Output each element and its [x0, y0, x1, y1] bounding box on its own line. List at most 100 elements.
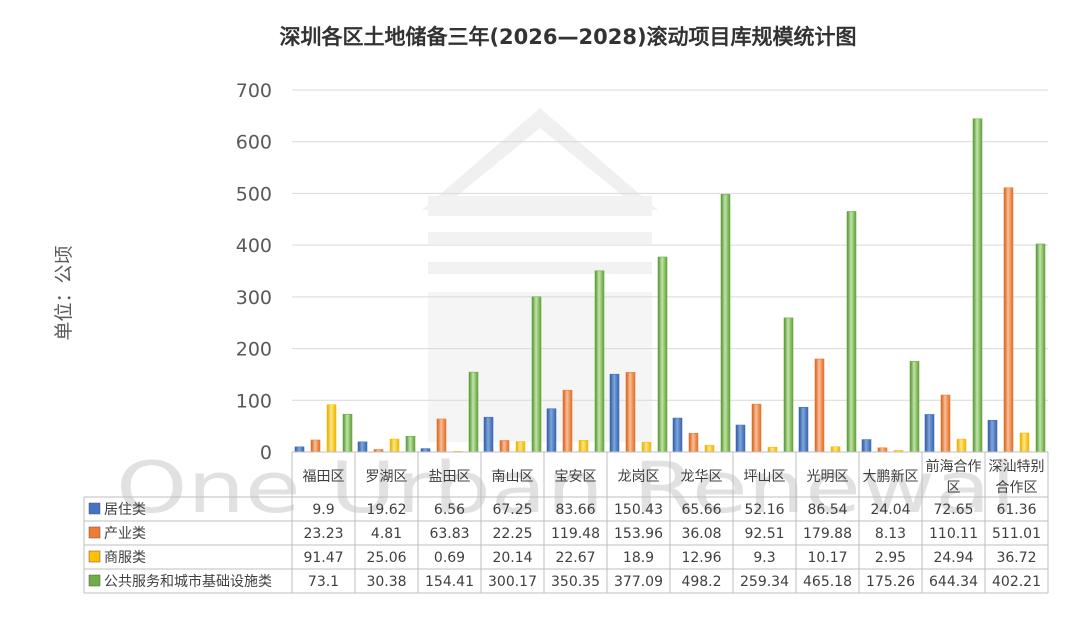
x-category-label: 南山区	[492, 469, 534, 485]
data-label: 22.25	[492, 526, 532, 542]
bar-2-6	[625, 372, 636, 453]
y-axis-ticks: 0 100 200 300 400 500 600 700	[236, 80, 272, 464]
bar-4-10	[909, 361, 920, 453]
watermark-text: One Urban Renewal	[116, 447, 1016, 529]
data-label: 61.36	[996, 502, 1036, 518]
data-label: 24.94	[933, 550, 973, 566]
x-category-label: 龙岗区	[618, 469, 660, 485]
data-label: 36.72	[996, 550, 1036, 566]
x-category-label: 坪山区	[744, 469, 786, 485]
bar-4-5	[594, 270, 605, 453]
x-category-label: 合作区	[996, 480, 1038, 496]
data-label: 511.01	[992, 526, 1041, 542]
data-label: 23.23	[303, 526, 343, 542]
legend-swatch	[88, 550, 101, 563]
data-label: 110.11	[929, 526, 978, 542]
bar-4-12	[1035, 243, 1046, 453]
data-label: 377.09	[614, 574, 663, 590]
bar-4-6	[657, 256, 668, 453]
legend-swatch	[88, 574, 101, 587]
data-label: 86.54	[807, 502, 847, 518]
data-label: 153.96	[614, 526, 663, 542]
data-label: 67.25	[492, 502, 532, 518]
y-tick-label: 100	[236, 390, 272, 412]
bar-1-6	[609, 373, 620, 453]
data-label: 119.48	[551, 526, 600, 542]
data-label: 25.06	[366, 550, 406, 566]
data-label: 22.67	[555, 550, 595, 566]
bar-1-9	[798, 406, 809, 453]
data-label: 465.18	[803, 574, 852, 590]
data-label: 20.14	[492, 550, 532, 566]
y-tick-label: 200	[236, 339, 272, 361]
data-label: 72.65	[933, 502, 973, 518]
x-category-label: 光明区	[807, 469, 849, 485]
data-label: 8.13	[875, 526, 906, 542]
bar-3-1	[326, 404, 337, 453]
data-label: 18.9	[623, 550, 654, 566]
x-category-label: 大鹏新区	[863, 469, 919, 485]
bar-4-8	[783, 317, 794, 453]
data-label: 0.69	[434, 550, 465, 566]
legend-swatch	[88, 502, 101, 515]
data-label: 24.04	[870, 502, 910, 518]
data-label: 179.88	[803, 526, 852, 542]
x-category-label: 龙华区	[681, 469, 723, 485]
chart-title: 深圳各区土地储备三年(2026—2028)滚动项目库规模统计图	[279, 25, 856, 49]
y-tick-label: 700	[236, 80, 272, 102]
data-label: 9.3	[753, 550, 775, 566]
x-category-label: 深汕特别	[989, 459, 1045, 475]
data-label: 2.95	[875, 550, 906, 566]
data-label: 175.26	[866, 574, 915, 590]
data-label: 300.17	[488, 574, 537, 590]
y-tick-label: 600	[236, 132, 272, 154]
data-label: 10.17	[807, 550, 847, 566]
bar-2-12	[1003, 187, 1014, 453]
bar-2-9	[814, 358, 825, 453]
y-tick-label: 400	[236, 235, 272, 257]
bar-series	[294, 118, 1046, 453]
legend-label: 公共服务和城市基础设施类	[104, 573, 272, 590]
x-category-label: 罗湖区	[366, 469, 408, 485]
data-label: 91.47	[303, 550, 343, 566]
bar-2-11	[940, 394, 951, 453]
legend-label: 居住类	[104, 502, 146, 518]
data-label: 644.34	[929, 574, 978, 590]
bar-4-4	[531, 296, 542, 453]
bar-2-5	[562, 389, 573, 453]
data-label: 36.08	[681, 526, 721, 542]
y-tick-label: 0	[260, 442, 272, 464]
y-axis-label: 单位：公顷	[53, 245, 75, 340]
x-category-label: 区	[947, 480, 961, 496]
data-label: 259.34	[740, 574, 789, 590]
data-label: 30.38	[366, 574, 406, 590]
x-category-label: 前海合作	[926, 458, 982, 475]
data-label: 73.1	[308, 574, 339, 590]
bar-3-12	[1019, 432, 1030, 453]
bar-1-5	[546, 408, 557, 453]
data-label: 52.16	[744, 502, 784, 518]
data-label: 63.83	[429, 526, 469, 542]
bar-4-3	[468, 371, 479, 453]
data-label: 6.56	[434, 502, 465, 518]
legend-label: 产业类	[104, 526, 146, 542]
data-label: 4.81	[371, 526, 402, 542]
x-category-label: 盐田区	[429, 469, 471, 485]
data-label: 154.41	[425, 574, 474, 590]
data-label: 9.9	[312, 502, 334, 518]
data-label: 402.21	[992, 574, 1041, 590]
data-label: 92.51	[744, 526, 784, 542]
bar-4-11	[972, 118, 983, 453]
x-category-label: 福田区	[303, 469, 345, 485]
y-tick-label: 300	[236, 287, 272, 309]
legend-swatch	[88, 526, 101, 539]
y-tick-label: 500	[236, 183, 272, 205]
gridlines	[292, 89, 1048, 401]
data-label: 12.96	[681, 550, 721, 566]
bar-2-8	[751, 403, 762, 453]
bar-4-9	[846, 211, 857, 453]
bar-4-7	[720, 194, 731, 453]
data-label: 83.66	[555, 502, 595, 518]
